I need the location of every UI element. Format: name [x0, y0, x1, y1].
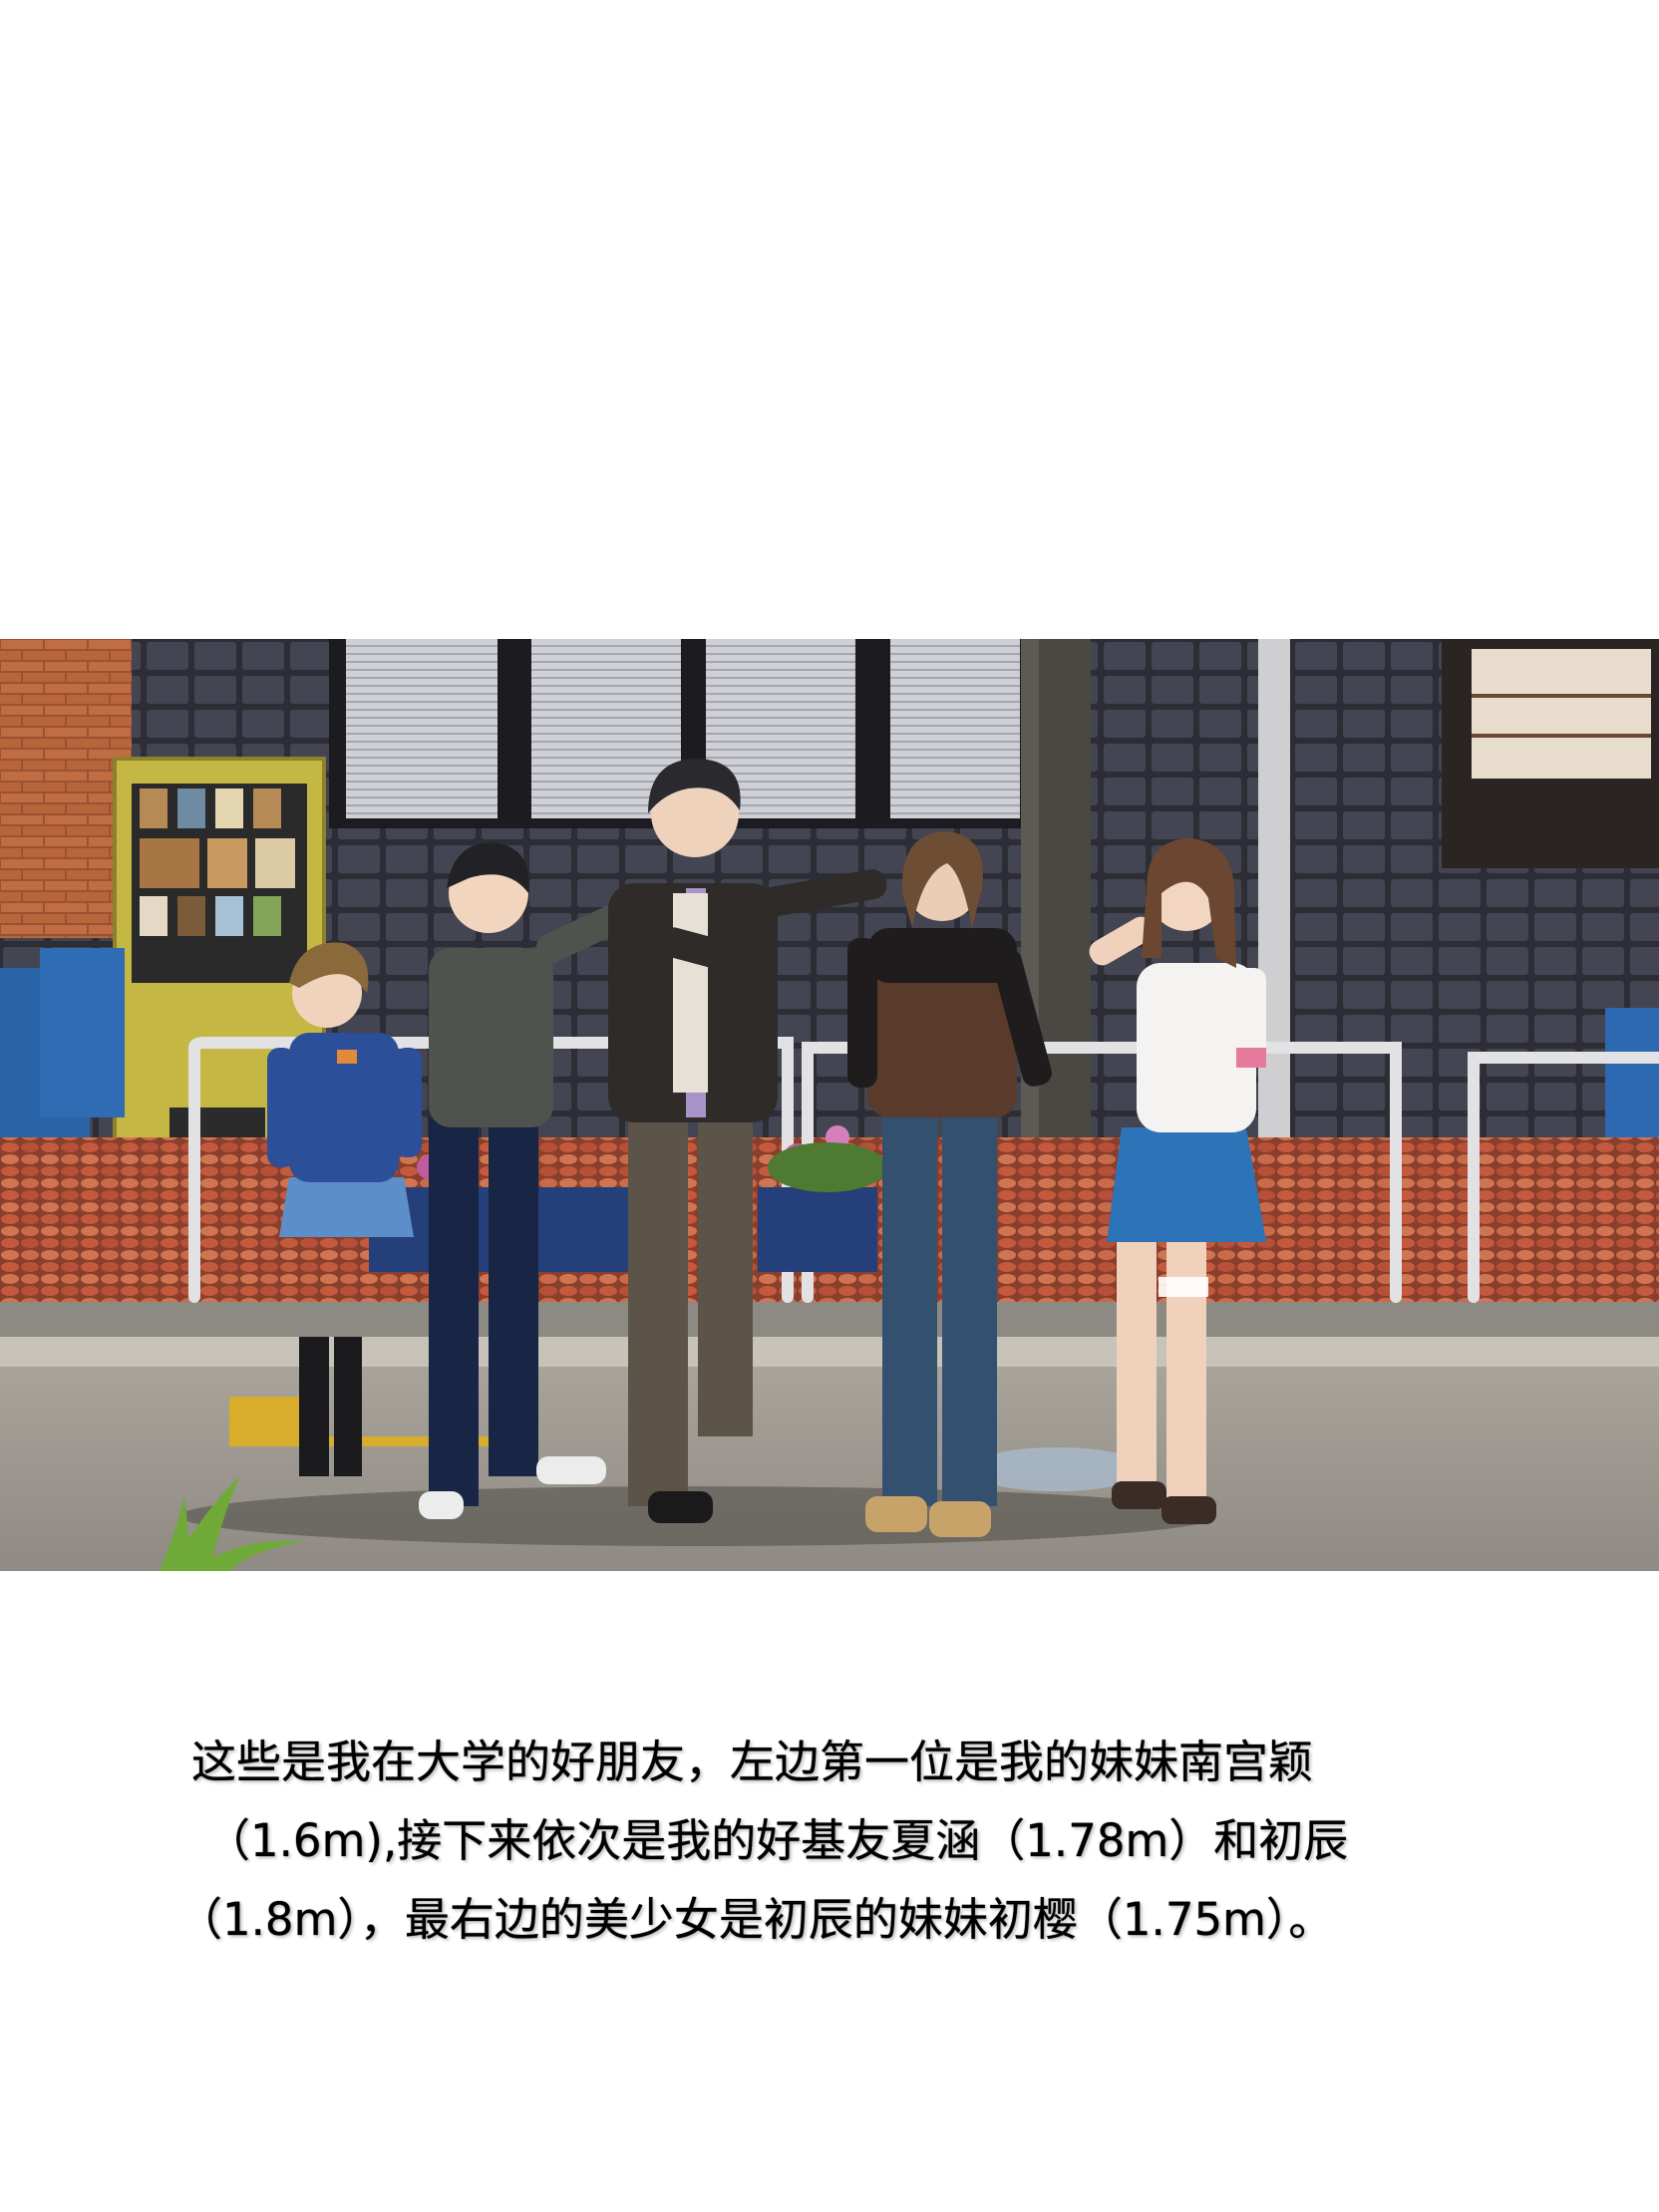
- scene-illustration: [0, 639, 1659, 1571]
- caption-line-3: （1.8m），最右边的美少女是初辰的妹妹初樱（1.75m）。: [177, 1893, 1334, 1946]
- street-scene-image: [0, 639, 1659, 1571]
- caption-line-1: 这些是我在大学的好朋友，左边第一位是我的妹妹南宫颖: [191, 1736, 1314, 1788]
- caption-line-2: （1.6m),接下来依次是我的好基友夏涵（1.78m）和初辰: [205, 1814, 1349, 1867]
- caption-text: 这些是我在大学的好朋友，左边第一位是我的妹妹南宫颖 （1.6m),接下来依次是我…: [150, 1723, 1509, 1959]
